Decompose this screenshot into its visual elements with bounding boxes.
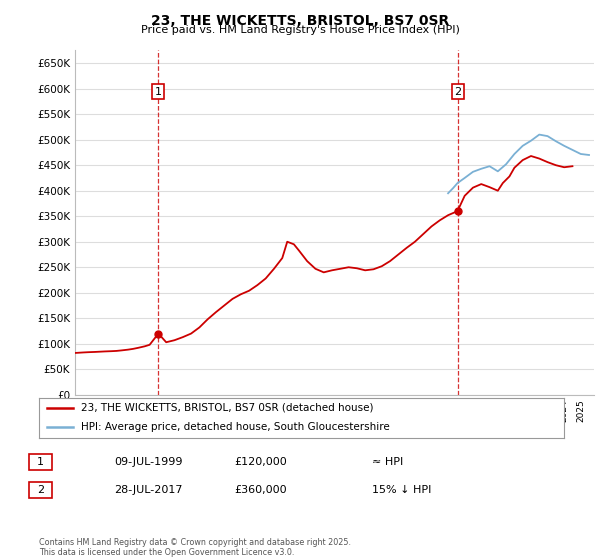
Text: 1: 1	[155, 87, 162, 97]
Text: £120,000: £120,000	[234, 457, 287, 467]
Text: 28-JUL-2017: 28-JUL-2017	[114, 485, 182, 495]
Text: 2: 2	[37, 485, 44, 495]
Text: ≈ HPI: ≈ HPI	[372, 457, 403, 467]
Text: 15% ↓ HPI: 15% ↓ HPI	[372, 485, 431, 495]
Text: HPI: Average price, detached house, South Gloucestershire: HPI: Average price, detached house, Sout…	[81, 422, 390, 432]
Text: 1: 1	[37, 457, 44, 467]
Text: 23, THE WICKETTS, BRISTOL, BS7 0SR (detached house): 23, THE WICKETTS, BRISTOL, BS7 0SR (deta…	[81, 403, 373, 413]
Text: 2: 2	[454, 87, 461, 97]
Text: 09-JUL-1999: 09-JUL-1999	[114, 457, 182, 467]
Text: 23, THE WICKETTS, BRISTOL, BS7 0SR: 23, THE WICKETTS, BRISTOL, BS7 0SR	[151, 14, 449, 28]
Text: £360,000: £360,000	[234, 485, 287, 495]
Text: Contains HM Land Registry data © Crown copyright and database right 2025.
This d: Contains HM Land Registry data © Crown c…	[39, 538, 351, 557]
Text: Price paid vs. HM Land Registry's House Price Index (HPI): Price paid vs. HM Land Registry's House …	[140, 25, 460, 35]
